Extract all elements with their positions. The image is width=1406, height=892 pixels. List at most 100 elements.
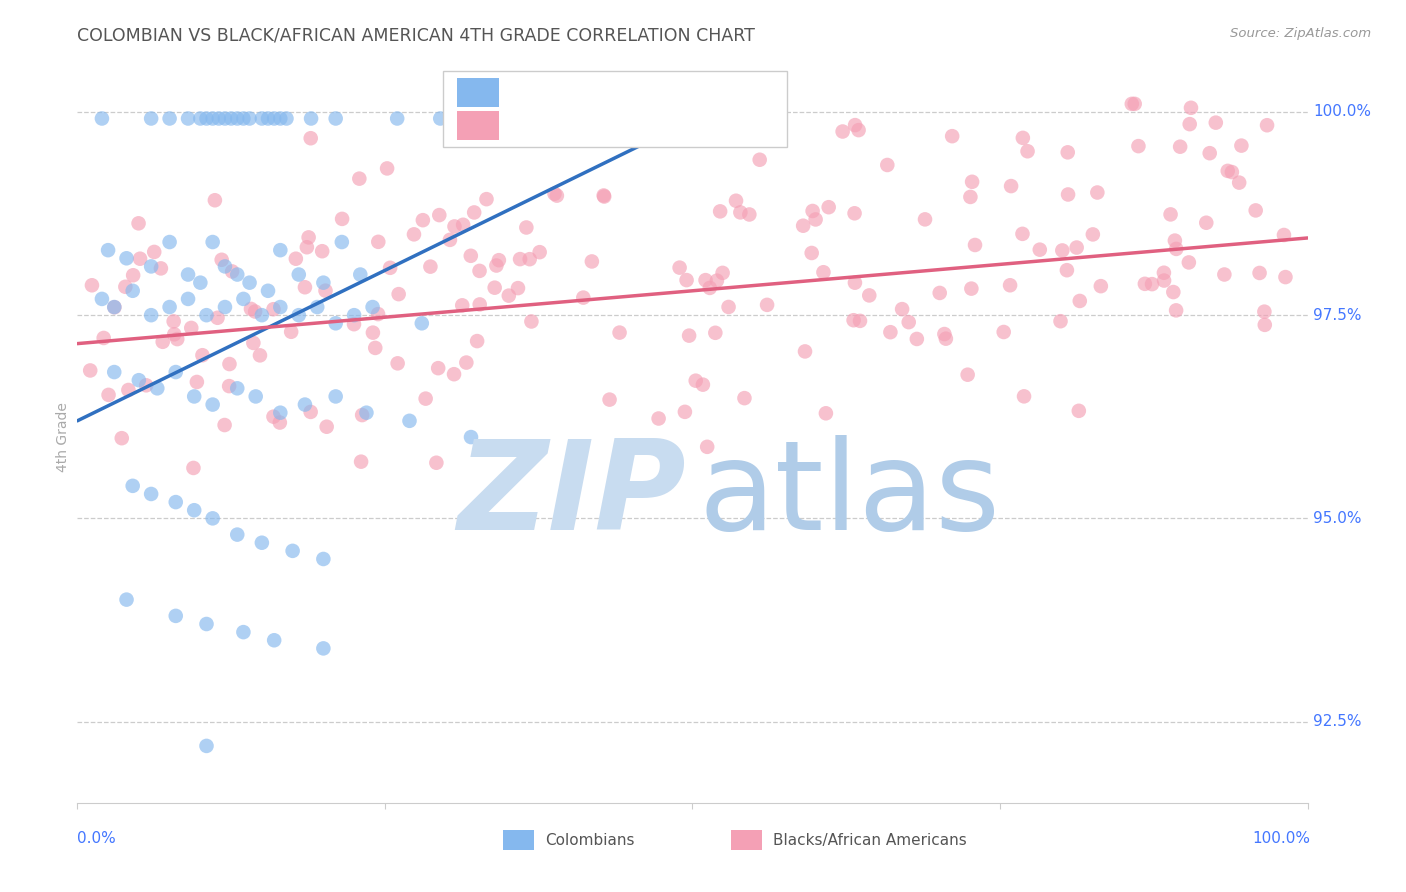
Point [814,406,837,420]
Point [141,260,163,274]
Point [963,238,986,252]
Point [356,406,378,420]
Point [668,260,690,275]
Point [1056,263,1078,277]
Point [226,112,249,126]
Point [488,253,510,268]
Point [115,592,138,607]
Point [263,302,285,317]
Point [1052,244,1074,258]
Point [299,405,322,419]
Point [218,379,240,393]
Point [129,252,152,266]
Point [141,308,163,322]
Point [111,431,134,445]
Point [325,389,347,403]
Point [465,334,488,348]
Text: atlas: atlas [699,435,1001,556]
Point [934,326,956,341]
Point [122,268,145,283]
Point [90,292,114,306]
Point [572,291,595,305]
Point [269,243,291,257]
Point [219,112,242,126]
Point [315,419,337,434]
Point [378,260,401,275]
Point [1220,165,1243,179]
Point [1000,179,1022,194]
Point [792,219,814,233]
Point [1274,270,1296,285]
Point [411,316,433,330]
Point [284,252,307,266]
Point [121,284,143,298]
Point [1153,274,1175,288]
Point [350,455,373,469]
Point [706,274,728,288]
Point [159,235,181,249]
Point [1121,96,1143,111]
Point [451,218,474,232]
Point [128,373,150,387]
Point [498,288,520,302]
Point [250,112,273,126]
Point [447,112,470,126]
Point [114,280,136,294]
Point [468,264,491,278]
Point [232,112,254,126]
Point [935,332,957,346]
Point [509,252,531,266]
Point [1163,285,1185,299]
Point [214,260,236,274]
Point [1133,277,1156,291]
Text: 0.0%: 0.0% [77,831,117,847]
Point [1164,234,1187,248]
Point [1168,139,1191,153]
Point [1017,145,1039,159]
Point [343,308,366,322]
Point [813,265,835,279]
Point [1213,268,1236,282]
Point [214,112,236,126]
Point [312,276,335,290]
Text: R =: R = [509,117,551,135]
Point [1123,96,1146,111]
Point [294,280,316,294]
Point [269,112,291,126]
Point [191,348,214,362]
Point [543,186,565,201]
Text: N =: N = [614,83,678,101]
Text: 0.405: 0.405 [555,117,607,135]
Point [149,261,172,276]
Point [146,381,169,395]
Point [1166,242,1188,256]
Point [858,288,880,302]
Point [352,408,374,422]
Point [607,112,630,126]
Point [307,300,329,314]
Point [475,192,498,206]
Point [844,118,866,132]
Point [419,260,441,274]
Point [214,417,236,432]
Text: Colombians: Colombians [546,833,636,847]
Point [593,189,616,203]
Point [79,363,101,377]
Point [696,440,718,454]
Point [451,298,474,312]
Point [695,273,717,287]
Point [239,276,262,290]
Point [1249,266,1271,280]
Point [848,123,870,137]
Point [1140,277,1163,292]
Text: Blacks/African Americans: Blacks/African Americans [773,833,967,847]
Point [166,332,188,346]
Point [468,297,491,311]
Point [897,315,920,329]
Point [180,321,202,335]
Point [1254,318,1277,332]
Point [1205,115,1227,129]
Point [269,416,291,430]
Text: Source: ZipAtlas.com: Source: ZipAtlas.com [1230,27,1371,40]
Point [242,335,264,350]
